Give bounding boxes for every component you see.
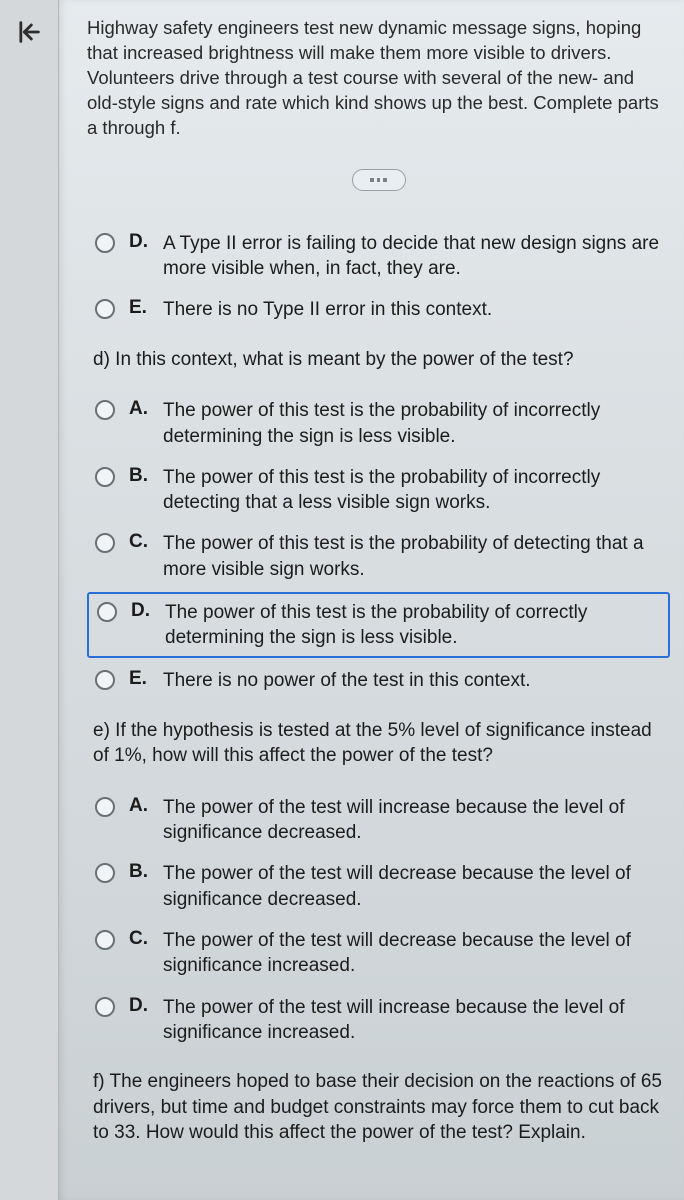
option-text: There is no power of the test in this co… [163, 668, 531, 693]
option-row[interactable]: D. A Type II error is failing to decide … [87, 225, 670, 288]
radio-icon[interactable] [95, 400, 115, 420]
option-row[interactable]: E. There is no Type II error in this con… [87, 291, 670, 328]
left-rail [0, 0, 58, 1200]
option-text: The power of the test will increase beca… [163, 995, 664, 1046]
option-text: The power of the test will decrease beca… [163, 861, 664, 912]
option-letter: D. [129, 231, 153, 282]
question-page: Highway safety engineers test new dynami… [58, 0, 684, 1200]
radio-icon[interactable] [95, 997, 115, 1017]
option-row[interactable]: A. The power of this test is the probabi… [87, 392, 670, 455]
option-row[interactable]: B. The power of this test is the probabi… [87, 459, 670, 522]
option-text: The power of this test is the probabilit… [165, 600, 662, 651]
option-text: A Type II error is failing to decide tha… [163, 231, 664, 282]
collapse-panel-button[interactable] [11, 14, 47, 50]
radio-icon[interactable] [95, 233, 115, 253]
option-letter: D. [131, 600, 155, 651]
more-button[interactable] [352, 169, 406, 191]
question-d-options: A. The power of this test is the probabi… [87, 392, 670, 699]
question-d-label: d) In this context, what is meant by the… [93, 347, 670, 373]
option-text: The power of this test is the probabilit… [163, 398, 664, 449]
option-text: The power of the test will increase beca… [163, 795, 664, 846]
question-e-label: e) If the hypothesis is tested at the 5%… [93, 718, 670, 769]
radio-icon[interactable] [95, 467, 115, 487]
collapse-left-icon [15, 18, 43, 46]
option-row[interactable]: C. The power of this test is the probabi… [87, 525, 670, 588]
option-row[interactable]: B. The power of the test will decrease b… [87, 855, 670, 918]
option-letter: A. [129, 795, 153, 846]
option-letter: A. [129, 398, 153, 449]
radio-icon[interactable] [95, 863, 115, 883]
option-row[interactable]: C. The power of the test will decrease b… [87, 922, 670, 985]
ellipsis-icon [370, 178, 387, 182]
question-f-label: f) The engineers hoped to base their dec… [93, 1069, 670, 1146]
radio-icon[interactable] [95, 533, 115, 553]
question-e-options: A. The power of the test will increase b… [87, 789, 670, 1051]
option-text: The power of this test is the probabilit… [163, 465, 664, 516]
option-row[interactable]: E. There is no power of the test in this… [87, 662, 670, 699]
radio-icon[interactable] [95, 299, 115, 319]
option-letter: B. [129, 861, 153, 912]
option-text: The power of the test will decrease beca… [163, 928, 664, 979]
option-letter: E. [129, 297, 153, 322]
option-row[interactable]: A. The power of the test will increase b… [87, 789, 670, 852]
option-letter: C. [129, 928, 153, 979]
option-text: The power of this test is the probabilit… [163, 531, 664, 582]
option-text: There is no Type II error in this contex… [163, 297, 492, 322]
option-letter: B. [129, 465, 153, 516]
prev-options: D. A Type II error is failing to decide … [87, 225, 670, 329]
question-intro: Highway safety engineers test new dynami… [87, 16, 670, 141]
option-letter: C. [129, 531, 153, 582]
option-row-selected[interactable]: D. The power of this test is the probabi… [87, 592, 670, 659]
radio-icon[interactable] [97, 602, 117, 622]
radio-icon[interactable] [95, 670, 115, 690]
option-row[interactable]: D. The power of the test will increase b… [87, 989, 670, 1052]
option-letter: D. [129, 995, 153, 1046]
radio-icon[interactable] [95, 797, 115, 817]
option-letter: E. [129, 668, 153, 693]
radio-icon[interactable] [95, 930, 115, 950]
